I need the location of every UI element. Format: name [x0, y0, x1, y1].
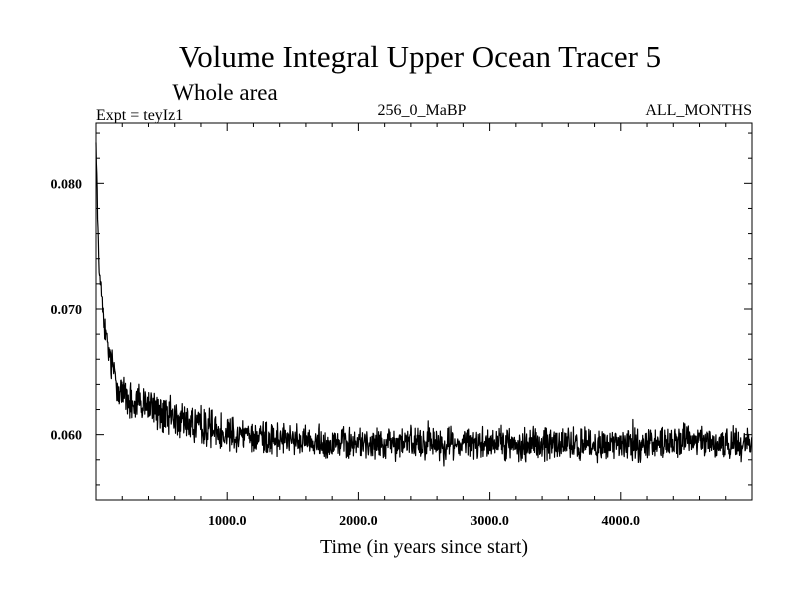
axis-tick-labels: 1000.0 2000.0 3000.0 4000.0 0.060 0.070 0.080: [51, 177, 641, 529]
x-tick-label: 1000.0: [208, 514, 247, 529]
period-label: ALL_MONTHS: [645, 102, 752, 119]
x-tick-label: 2000.0: [339, 514, 378, 529]
x-tick-label: 3000.0: [470, 514, 509, 529]
run-label: 256_0_MaBP: [378, 102, 467, 119]
experiment-label: Expt = teyIz1: [96, 107, 183, 124]
y-tick-label: 0.060: [51, 429, 83, 444]
y-tick-label: 0.080: [51, 177, 83, 192]
chart-title: Volume Integral Upper Ocean Tracer 5: [179, 39, 661, 74]
plot-frame: [95, 122, 753, 501]
x-tick-label: 4000.0: [602, 514, 641, 529]
series-line: [95, 142, 753, 467]
y-tick-label: 0.070: [51, 303, 83, 318]
x-axis-label: Time (in years since start): [320, 536, 528, 558]
axis-ticks: [96, 123, 752, 500]
chart-subtitle: Whole area: [172, 80, 277, 105]
